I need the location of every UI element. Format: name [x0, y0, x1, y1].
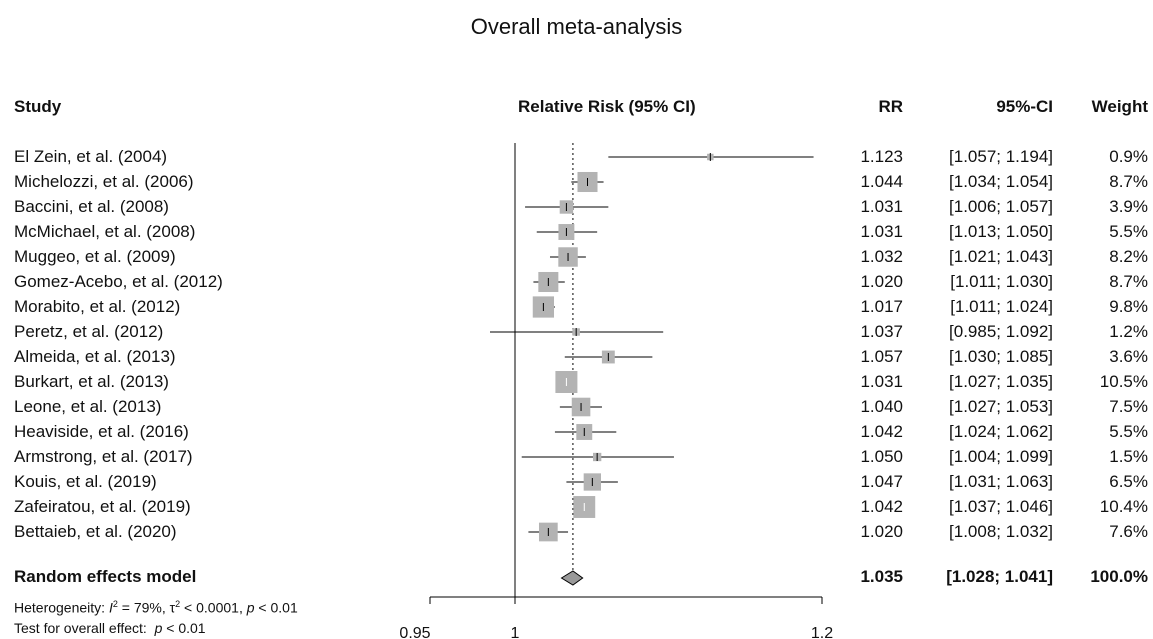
- heterogeneity-note: Heterogeneity: I2 = 79%, τ2 < 0.0001, p …: [14, 599, 298, 616]
- ci-value: [1.011; 1.030]: [950, 272, 1053, 291]
- study-label: Morabito, et al. (2012): [14, 297, 181, 316]
- rr-value: 1.044: [860, 172, 903, 191]
- rr-value: 1.123: [860, 147, 903, 166]
- header-rr: RR: [878, 97, 903, 116]
- header-study: Study: [14, 97, 62, 116]
- weight-value: 0.9%: [1109, 147, 1148, 166]
- pooled-diamond: [560, 570, 584, 586]
- header-weight: Weight: [1091, 97, 1148, 116]
- study-label: Michelozzi, et al. (2006): [14, 172, 194, 191]
- rr-value: 1.032: [860, 247, 903, 266]
- weight-value: 10.5%: [1099, 372, 1148, 391]
- x-tick-label: 1: [511, 625, 520, 639]
- rr-value: 1.040: [860, 397, 903, 416]
- ci-value: [1.004; 1.099]: [949, 447, 1053, 466]
- study-label: Baccini, et al. (2008): [14, 197, 169, 216]
- rr-value: 1.020: [860, 522, 903, 541]
- x-tick-label: 1.2: [811, 625, 833, 639]
- rr-value: 1.042: [860, 422, 903, 441]
- rr-value: 1.047: [860, 472, 903, 491]
- rr-value: 1.020: [860, 272, 903, 291]
- rr-value: 1.037: [860, 322, 903, 341]
- ci-value: [1.030; 1.085]: [949, 347, 1053, 366]
- weight-value: 10.4%: [1099, 497, 1148, 516]
- study-label: Leone, et al. (2013): [14, 397, 162, 416]
- ci-value: [1.034; 1.054]: [949, 172, 1053, 191]
- study-label: Almeida, et al. (2013): [14, 347, 176, 366]
- ci-value: [1.006; 1.057]: [949, 197, 1053, 216]
- chart-title: Overall meta-analysis: [470, 14, 683, 39]
- rr-value: 1.031: [860, 197, 903, 216]
- weight-value: 3.9%: [1109, 197, 1148, 216]
- overall-effect-note: Test for overall effect: p < 0.01: [14, 620, 206, 636]
- ci-value: [1.008; 1.032]: [949, 522, 1053, 541]
- study-label: Heaviside, et al. (2016): [14, 422, 189, 441]
- weight-value: 1.2%: [1109, 322, 1148, 341]
- rr-value: 1.042: [860, 497, 903, 516]
- rr-value: 1.031: [860, 372, 903, 391]
- header-plot: Relative Risk (95% CI): [518, 97, 696, 116]
- header-ci: 95%-CI: [996, 97, 1053, 116]
- weight-value: 1.5%: [1109, 447, 1148, 466]
- x-tick-label: 0.95: [399, 625, 430, 639]
- weight-value: 9.8%: [1109, 297, 1148, 316]
- rr-value: 1.057: [860, 347, 903, 366]
- study-label: Bettaieb, et al. (2020): [14, 522, 177, 541]
- pooled-weight: 100.0%: [1090, 567, 1148, 586]
- pooled-label: Random effects model: [14, 567, 197, 586]
- study-label: Kouis, et al. (2019): [14, 472, 157, 491]
- rr-value: 1.031: [860, 222, 903, 241]
- study-label: Armstrong, et al. (2017): [14, 447, 193, 466]
- study-label: Muggeo, et al. (2009): [14, 247, 176, 266]
- study-label: Gomez-Acebo, et al. (2012): [14, 272, 223, 291]
- ci-value: [1.027; 1.053]: [949, 397, 1053, 416]
- study-label: Peretz, et al. (2012): [14, 322, 164, 341]
- ci-value: [1.013; 1.050]: [949, 222, 1053, 241]
- ci-value: [1.024; 1.062]: [949, 422, 1053, 441]
- rr-value: 1.050: [860, 447, 903, 466]
- ci-value: [1.011; 1.024]: [950, 297, 1053, 316]
- rr-value: 1.017: [860, 297, 903, 316]
- weight-value: 8.2%: [1109, 247, 1148, 266]
- weight-value: 3.6%: [1109, 347, 1148, 366]
- study-label: El Zein, et al. (2004): [14, 147, 168, 166]
- weight-value: 6.5%: [1109, 472, 1148, 491]
- pooled-rr: 1.035: [860, 567, 903, 586]
- weight-value: 7.6%: [1109, 522, 1148, 541]
- study-label: McMichael, et al. (2008): [14, 222, 196, 241]
- weight-value: 7.5%: [1109, 397, 1148, 416]
- weight-value: 8.7%: [1109, 172, 1148, 191]
- study-label: Burkart, et al. (2013): [14, 372, 169, 391]
- weight-value: 8.7%: [1109, 272, 1148, 291]
- ci-value: [0.985; 1.092]: [949, 322, 1053, 341]
- ci-value: [1.021; 1.043]: [949, 247, 1053, 266]
- ci-value: [1.037; 1.046]: [949, 497, 1053, 516]
- pooled-ci: [1.028; 1.041]: [946, 567, 1053, 586]
- study-label: Zafeiratou, et al. (2019): [14, 497, 191, 516]
- ci-value: [1.031; 1.063]: [949, 472, 1053, 491]
- ci-value: [1.057; 1.194]: [949, 147, 1053, 166]
- ci-value: [1.027; 1.035]: [949, 372, 1053, 391]
- weight-value: 5.5%: [1109, 222, 1148, 241]
- weight-value: 5.5%: [1109, 422, 1148, 441]
